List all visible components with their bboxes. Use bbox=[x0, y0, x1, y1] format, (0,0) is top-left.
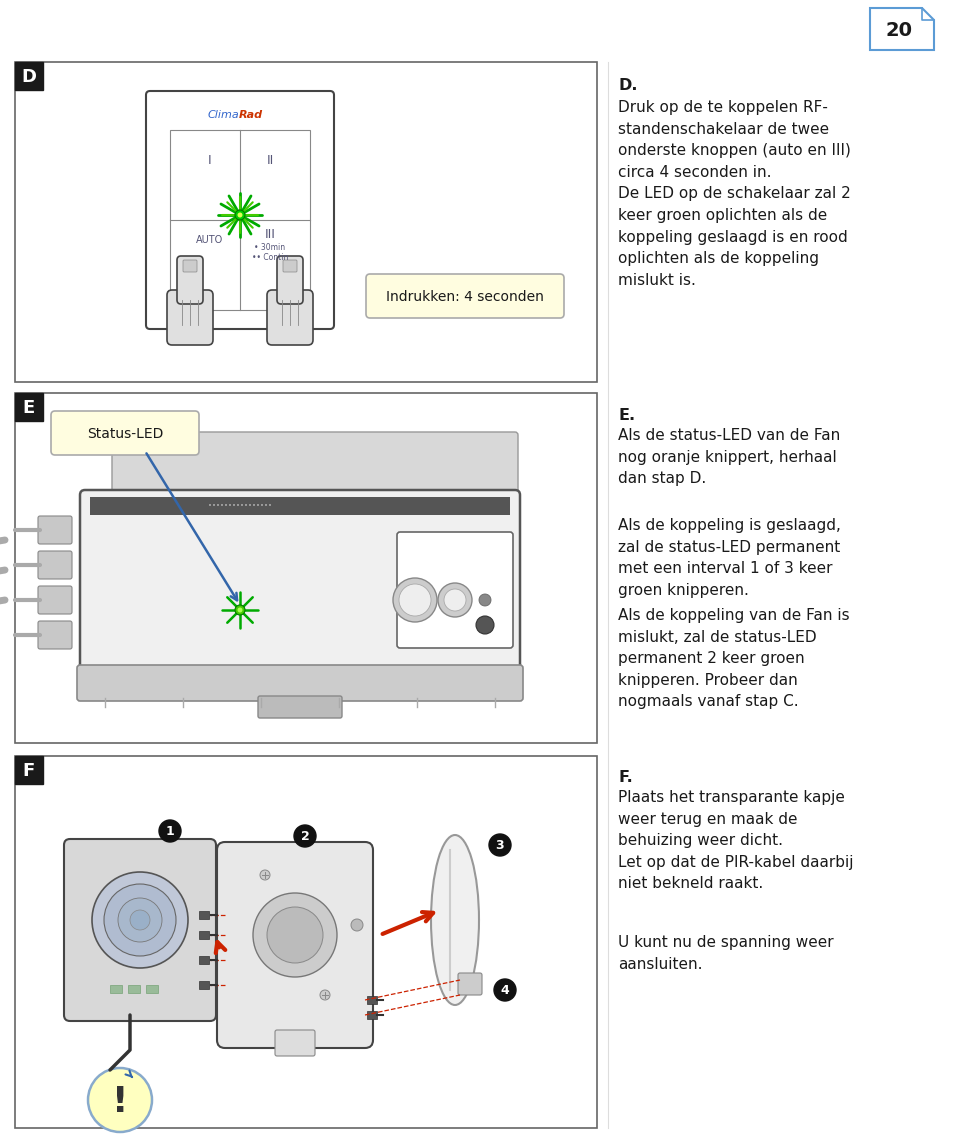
Text: Clima: Clima bbox=[207, 110, 239, 120]
Polygon shape bbox=[870, 8, 934, 50]
FancyBboxPatch shape bbox=[38, 551, 72, 579]
FancyBboxPatch shape bbox=[90, 497, 510, 515]
Text: D.: D. bbox=[618, 78, 637, 93]
Circle shape bbox=[399, 584, 431, 616]
FancyBboxPatch shape bbox=[183, 260, 197, 272]
Text: Rad: Rad bbox=[239, 110, 263, 120]
Text: Indrukken: 4 seconden: Indrukken: 4 seconden bbox=[386, 290, 544, 304]
FancyBboxPatch shape bbox=[146, 91, 334, 329]
Circle shape bbox=[104, 884, 176, 955]
Circle shape bbox=[494, 980, 516, 1001]
Text: U kunt nu de spanning weer
aansluiten.: U kunt nu de spanning weer aansluiten. bbox=[618, 935, 833, 972]
Circle shape bbox=[351, 919, 363, 931]
FancyBboxPatch shape bbox=[77, 665, 523, 701]
Text: •• Contin: •• Contin bbox=[252, 252, 288, 262]
FancyBboxPatch shape bbox=[177, 256, 203, 304]
Text: • 30min: • 30min bbox=[254, 243, 285, 252]
Text: E.: E. bbox=[618, 408, 636, 423]
Circle shape bbox=[253, 894, 337, 977]
FancyBboxPatch shape bbox=[366, 274, 564, 318]
FancyBboxPatch shape bbox=[128, 985, 140, 993]
Text: I: I bbox=[208, 154, 212, 166]
Text: Plaats het transparante kapje
weer terug en maak de
behuizing weer dicht.
Let op: Plaats het transparante kapje weer terug… bbox=[618, 790, 853, 891]
Text: Status-LED: Status-LED bbox=[86, 427, 163, 440]
Circle shape bbox=[235, 210, 245, 220]
Text: 20: 20 bbox=[885, 22, 913, 40]
FancyBboxPatch shape bbox=[199, 931, 209, 939]
FancyBboxPatch shape bbox=[397, 532, 513, 648]
FancyBboxPatch shape bbox=[199, 981, 209, 989]
FancyBboxPatch shape bbox=[15, 62, 43, 89]
Circle shape bbox=[479, 594, 491, 606]
Circle shape bbox=[444, 590, 466, 611]
FancyBboxPatch shape bbox=[275, 1030, 315, 1056]
FancyBboxPatch shape bbox=[80, 490, 520, 670]
Text: Als de koppeling is geslaagd,
zal de status-LED permanent
met een interval 1 of : Als de koppeling is geslaagd, zal de sta… bbox=[618, 518, 841, 598]
Circle shape bbox=[489, 834, 511, 856]
Circle shape bbox=[237, 212, 243, 218]
FancyBboxPatch shape bbox=[258, 696, 342, 718]
Circle shape bbox=[476, 616, 494, 634]
Text: ••••••••••••••••: •••••••••••••••• bbox=[208, 504, 272, 509]
Text: E: E bbox=[23, 399, 36, 418]
Text: Als de status-LED van de Fan
nog oranje knippert, herhaal
dan stap D.: Als de status-LED van de Fan nog oranje … bbox=[618, 428, 840, 486]
Text: D: D bbox=[21, 68, 36, 86]
FancyBboxPatch shape bbox=[283, 260, 297, 272]
Text: F.: F. bbox=[618, 770, 633, 785]
Circle shape bbox=[130, 910, 150, 930]
Circle shape bbox=[320, 990, 330, 1000]
Text: III: III bbox=[265, 228, 276, 242]
FancyBboxPatch shape bbox=[112, 432, 518, 518]
FancyBboxPatch shape bbox=[110, 985, 122, 993]
FancyBboxPatch shape bbox=[458, 973, 482, 994]
Circle shape bbox=[438, 583, 472, 617]
Text: F: F bbox=[23, 762, 36, 780]
Circle shape bbox=[92, 872, 188, 968]
Text: 2: 2 bbox=[300, 830, 309, 843]
FancyBboxPatch shape bbox=[15, 62, 597, 382]
Text: 4: 4 bbox=[500, 984, 510, 997]
FancyBboxPatch shape bbox=[367, 996, 377, 1004]
FancyBboxPatch shape bbox=[38, 621, 72, 649]
FancyBboxPatch shape bbox=[167, 290, 213, 345]
Circle shape bbox=[235, 604, 245, 615]
Text: Druk op de te koppelen RF-
standenschakelaar de twee
onderste knoppen (auto en I: Druk op de te koppelen RF- standenschake… bbox=[618, 100, 851, 288]
FancyBboxPatch shape bbox=[199, 911, 209, 919]
Circle shape bbox=[294, 825, 316, 846]
FancyBboxPatch shape bbox=[15, 756, 597, 1128]
FancyBboxPatch shape bbox=[15, 756, 43, 785]
FancyBboxPatch shape bbox=[38, 586, 72, 614]
Circle shape bbox=[159, 820, 181, 842]
FancyBboxPatch shape bbox=[15, 393, 597, 743]
Circle shape bbox=[237, 608, 243, 612]
Ellipse shape bbox=[431, 835, 479, 1005]
FancyBboxPatch shape bbox=[38, 516, 72, 544]
FancyBboxPatch shape bbox=[199, 955, 209, 963]
Text: Als de koppeling van de Fan is
mislukt, zal de status-LED
permanent 2 keer groen: Als de koppeling van de Fan is mislukt, … bbox=[618, 608, 850, 709]
FancyBboxPatch shape bbox=[51, 411, 199, 455]
Text: 3: 3 bbox=[495, 838, 504, 852]
FancyBboxPatch shape bbox=[146, 985, 158, 993]
FancyBboxPatch shape bbox=[217, 842, 373, 1048]
FancyBboxPatch shape bbox=[170, 130, 310, 310]
Text: 1: 1 bbox=[166, 825, 175, 838]
Circle shape bbox=[88, 1068, 152, 1132]
Circle shape bbox=[260, 871, 270, 880]
Text: II: II bbox=[266, 154, 274, 166]
Circle shape bbox=[267, 907, 323, 963]
FancyBboxPatch shape bbox=[15, 393, 43, 421]
FancyBboxPatch shape bbox=[64, 838, 216, 1021]
Text: !: ! bbox=[111, 1085, 129, 1119]
Circle shape bbox=[118, 898, 162, 942]
Circle shape bbox=[393, 578, 437, 622]
FancyBboxPatch shape bbox=[367, 1011, 377, 1019]
FancyBboxPatch shape bbox=[277, 256, 303, 304]
FancyBboxPatch shape bbox=[267, 290, 313, 345]
Text: AUTO: AUTO bbox=[197, 235, 224, 245]
